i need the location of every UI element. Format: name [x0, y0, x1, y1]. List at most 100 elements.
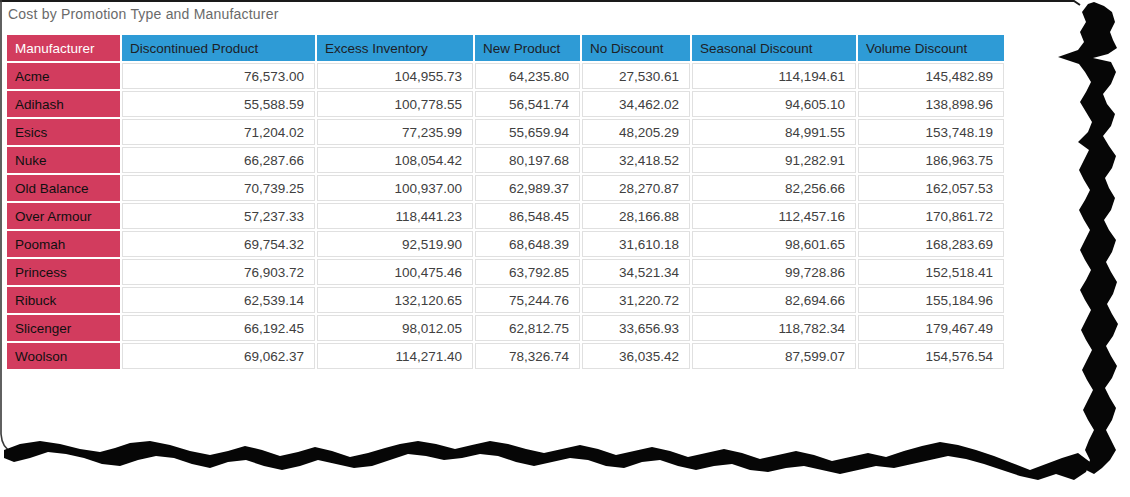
value-cell[interactable]: 31,220.72: [582, 287, 690, 313]
value-cell[interactable]: 94,605.10: [692, 91, 856, 117]
value-cell[interactable]: 62,539.14: [122, 287, 315, 313]
value-cell[interactable]: 145,482.89: [858, 63, 1004, 89]
value-cell[interactable]: 36,035.42: [582, 343, 690, 369]
value-cell[interactable]: 33,656.93: [582, 315, 690, 341]
value-cell[interactable]: 112,457.16: [692, 203, 856, 229]
value-cell[interactable]: 132,120.65: [317, 287, 473, 313]
value-cell[interactable]: 34,521.34: [582, 259, 690, 285]
row-label[interactable]: Slicenger: [7, 315, 120, 341]
value-cell[interactable]: 80,197.68: [475, 147, 580, 173]
value-cell[interactable]: 118,441.23: [317, 203, 473, 229]
page-title: Cost by Promotion Type and Manufacturer: [8, 6, 279, 22]
value-cell[interactable]: 63,792.85: [475, 259, 580, 285]
value-cell[interactable]: 100,937.00: [317, 175, 473, 201]
row-label[interactable]: Nuke: [7, 147, 120, 173]
row-label[interactable]: Ribuck: [7, 287, 120, 313]
value-cell[interactable]: 162,057.53: [858, 175, 1004, 201]
value-cell[interactable]: 31,610.18: [582, 231, 690, 257]
row-label[interactable]: Woolson: [7, 343, 120, 369]
value-cell[interactable]: 62,812.75: [475, 315, 580, 341]
value-cell[interactable]: 91,282.91: [692, 147, 856, 173]
value-cell[interactable]: 84,991.55: [692, 119, 856, 145]
value-cell[interactable]: 186,963.75: [858, 147, 1004, 173]
value-cell[interactable]: 82,694.66: [692, 287, 856, 313]
table-row: Poomah69,754.3292,519.9068,648.3931,610.…: [7, 231, 1004, 257]
table-row: Old Balance70,739.25100,937.0062,989.372…: [7, 175, 1004, 201]
value-cell[interactable]: 98,601.65: [692, 231, 856, 257]
value-cell[interactable]: 71,204.02: [122, 119, 315, 145]
table-body: Acme76,573.00104,955.7364,235.8027,530.6…: [7, 63, 1004, 369]
value-cell[interactable]: 77,235.99: [317, 119, 473, 145]
cost-table: ManufacturerDiscontinued ProductExcess I…: [5, 33, 1006, 371]
value-cell[interactable]: 154,576.54: [858, 343, 1004, 369]
value-cell[interactable]: 153,748.19: [858, 119, 1004, 145]
value-cell[interactable]: 99,728.86: [692, 259, 856, 285]
value-cell[interactable]: 100,778.55: [317, 91, 473, 117]
row-label[interactable]: Princess: [7, 259, 120, 285]
table-row: Slicenger66,192.4598,012.0562,812.7533,6…: [7, 315, 1004, 341]
value-cell[interactable]: 48,205.29: [582, 119, 690, 145]
value-cell[interactable]: 170,861.72: [858, 203, 1004, 229]
torn-edge-right: [1058, 2, 1118, 474]
value-cell[interactable]: 27,530.61: [582, 63, 690, 89]
table-row: Esics71,204.0277,235.9955,659.9448,205.2…: [7, 119, 1004, 145]
value-cell[interactable]: 179,467.49: [858, 315, 1004, 341]
row-label[interactable]: Adihash: [7, 91, 120, 117]
row-label[interactable]: Over Armour: [7, 203, 120, 229]
value-cell[interactable]: 114,194.61: [692, 63, 856, 89]
value-cell[interactable]: 32,418.52: [582, 147, 690, 173]
value-cell[interactable]: 62,989.37: [475, 175, 580, 201]
row-label[interactable]: Acme: [7, 63, 120, 89]
value-cell[interactable]: 66,192.45: [122, 315, 315, 341]
value-cell[interactable]: 87,599.07: [692, 343, 856, 369]
value-cell[interactable]: 155,184.96: [858, 287, 1004, 313]
value-cell[interactable]: 98,012.05: [317, 315, 473, 341]
table-row: Over Armour57,237.33118,441.2386,548.452…: [7, 203, 1004, 229]
table-row: Ribuck62,539.14132,120.6575,244.7631,220…: [7, 287, 1004, 313]
table-row: Woolson69,062.37114,271.4078,326.7436,03…: [7, 343, 1004, 369]
value-cell[interactable]: 92,519.90: [317, 231, 473, 257]
value-cell[interactable]: 82,256.66: [692, 175, 856, 201]
header-row: ManufacturerDiscontinued ProductExcess I…: [7, 35, 1004, 61]
column-header[interactable]: Volume Discount: [858, 35, 1004, 61]
value-cell[interactable]: 70,739.25: [122, 175, 315, 201]
column-header[interactable]: Seasonal Discount: [692, 35, 856, 61]
value-cell[interactable]: 100,475.46: [317, 259, 473, 285]
value-cell[interactable]: 75,244.76: [475, 287, 580, 313]
value-cell[interactable]: 114,271.40: [317, 343, 473, 369]
value-cell[interactable]: 108,054.42: [317, 147, 473, 173]
value-cell[interactable]: 138,898.96: [858, 91, 1004, 117]
value-cell[interactable]: 55,588.59: [122, 91, 315, 117]
row-label[interactable]: Esics: [7, 119, 120, 145]
column-header[interactable]: No Discount: [582, 35, 690, 61]
value-cell[interactable]: 76,903.72: [122, 259, 315, 285]
value-cell[interactable]: 69,062.37: [122, 343, 315, 369]
column-header[interactable]: New Product: [475, 35, 580, 61]
value-cell[interactable]: 118,782.34: [692, 315, 856, 341]
value-cell[interactable]: 68,648.39: [475, 231, 580, 257]
value-cell[interactable]: 152,518.41: [858, 259, 1004, 285]
value-cell[interactable]: 66,287.66: [122, 147, 315, 173]
value-cell[interactable]: 64,235.80: [475, 63, 580, 89]
top-border-line: [0, 1, 1080, 5]
column-header[interactable]: Excess Inventory: [317, 35, 473, 61]
table-row: Princess76,903.72100,475.4663,792.8534,5…: [7, 259, 1004, 285]
table-row: Adihash55,588.59100,778.5556,541.7434,46…: [7, 91, 1004, 117]
value-cell[interactable]: 56,541.74: [475, 91, 580, 117]
value-cell[interactable]: 78,326.74: [475, 343, 580, 369]
value-cell[interactable]: 55,659.94: [475, 119, 580, 145]
value-cell[interactable]: 34,462.02: [582, 91, 690, 117]
value-cell[interactable]: 76,573.00: [122, 63, 315, 89]
value-cell[interactable]: 86,548.45: [475, 203, 580, 229]
row-label[interactable]: Old Balance: [7, 175, 120, 201]
table-row: Acme76,573.00104,955.7364,235.8027,530.6…: [7, 63, 1004, 89]
value-cell[interactable]: 57,237.33: [122, 203, 315, 229]
value-cell[interactable]: 28,166.88: [582, 203, 690, 229]
column-header[interactable]: Discontinued Product: [122, 35, 315, 61]
value-cell[interactable]: 104,955.73: [317, 63, 473, 89]
value-cell[interactable]: 168,283.69: [858, 231, 1004, 257]
row-header-column[interactable]: Manufacturer: [7, 35, 120, 61]
value-cell[interactable]: 69,754.32: [122, 231, 315, 257]
value-cell[interactable]: 28,270.87: [582, 175, 690, 201]
row-label[interactable]: Poomah: [7, 231, 120, 257]
